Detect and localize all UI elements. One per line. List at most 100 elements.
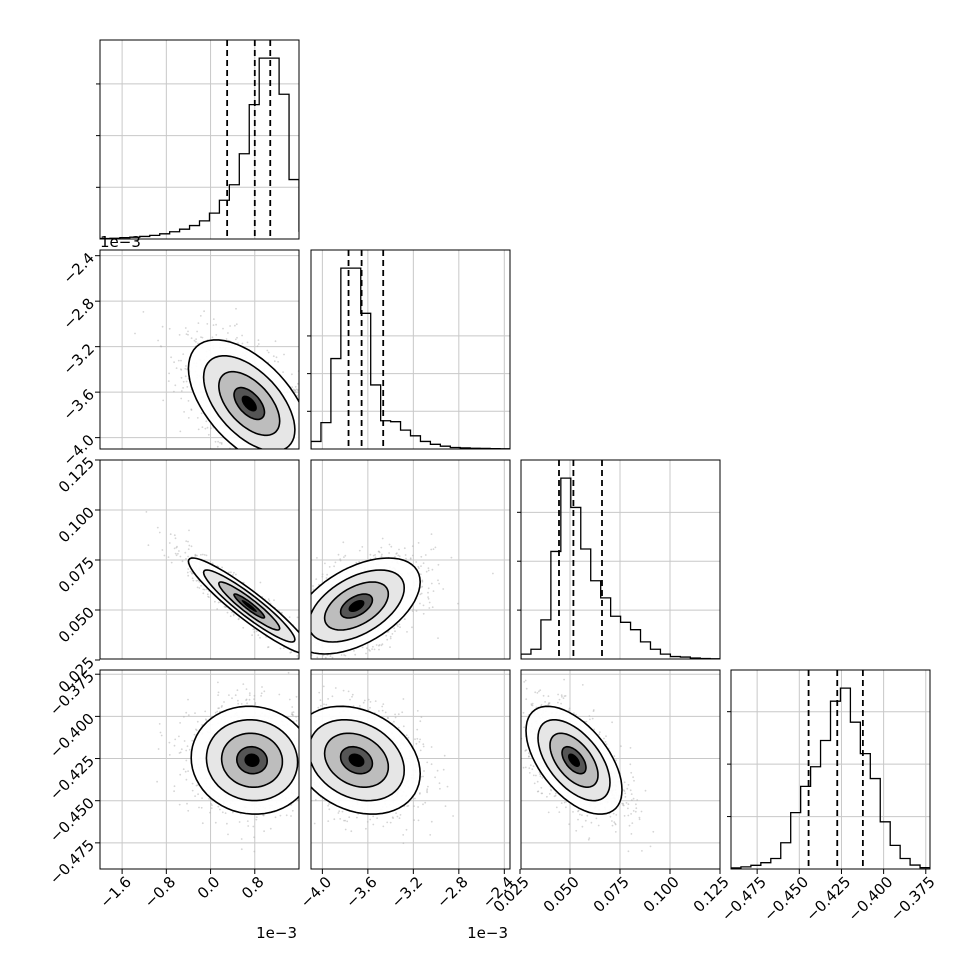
sample-point xyxy=(427,591,429,594)
sample-point xyxy=(190,408,193,411)
sample-point xyxy=(230,451,232,453)
sample-point xyxy=(321,573,324,576)
sample-point xyxy=(185,711,188,714)
sample-point xyxy=(177,359,180,362)
sample-point xyxy=(257,339,260,342)
sample-point xyxy=(313,662,315,664)
sample-point xyxy=(167,380,170,382)
sample-point xyxy=(430,582,433,585)
hist-panel-0 xyxy=(100,40,299,239)
sample-point xyxy=(294,665,296,667)
sample-point xyxy=(344,554,347,557)
sample-point xyxy=(300,648,302,650)
sample-point xyxy=(430,533,433,535)
sample-point xyxy=(381,537,384,540)
sample-point xyxy=(185,778,188,781)
sample-point xyxy=(419,593,422,596)
sample-point xyxy=(386,638,389,641)
sample-point xyxy=(333,677,335,679)
sample-point xyxy=(227,332,229,334)
sample-point xyxy=(173,744,176,747)
sample-point xyxy=(390,545,393,548)
sample-point xyxy=(255,816,258,818)
sample-point xyxy=(241,342,244,345)
sample-point xyxy=(362,664,364,666)
sample-point xyxy=(393,627,395,630)
hist-frame-0 xyxy=(99,39,300,240)
sample-point xyxy=(306,642,308,644)
sample-point xyxy=(334,672,336,674)
sample-point xyxy=(406,631,408,633)
sample-point xyxy=(371,648,373,650)
sample-point xyxy=(266,349,269,352)
sample-point xyxy=(156,526,159,529)
sample-point xyxy=(302,628,304,630)
sample-point xyxy=(303,617,305,619)
sample-point xyxy=(305,645,307,647)
sample-point xyxy=(214,440,217,443)
sample-point xyxy=(342,660,344,662)
sample-point xyxy=(316,656,319,659)
sample-point xyxy=(251,634,254,637)
sample-point xyxy=(300,649,302,651)
sample-point xyxy=(161,325,164,328)
sample-point xyxy=(335,671,337,673)
sample-point xyxy=(247,825,250,827)
sample-point xyxy=(174,738,177,741)
sample-point xyxy=(196,720,199,723)
sample-point xyxy=(183,411,186,413)
sample-point xyxy=(304,447,306,449)
sample-point xyxy=(185,540,188,542)
sample-point xyxy=(388,543,391,546)
sample-point xyxy=(417,565,420,568)
sample-point xyxy=(373,648,376,651)
sample-point xyxy=(308,616,310,618)
sample-point xyxy=(232,463,234,465)
sample-point xyxy=(206,593,209,596)
sample-point xyxy=(294,389,297,392)
sample-point xyxy=(302,662,304,664)
sample-point xyxy=(378,644,380,647)
sample-point xyxy=(264,461,266,463)
sample-point xyxy=(320,453,322,455)
sample-point xyxy=(201,822,204,825)
sample-point xyxy=(305,646,307,648)
sample-point xyxy=(303,445,305,447)
sample-point xyxy=(178,550,180,552)
sample-point xyxy=(331,503,333,505)
sample-point xyxy=(321,665,323,667)
sample-point xyxy=(206,426,209,429)
sample-point xyxy=(411,545,414,548)
sample-point xyxy=(288,616,291,618)
sample-point xyxy=(398,555,401,558)
sample-point xyxy=(283,464,285,466)
sample-point xyxy=(305,606,307,608)
sample-point xyxy=(195,341,197,343)
sample-point xyxy=(230,571,232,574)
sample-point xyxy=(307,618,309,620)
sample-point xyxy=(396,624,398,626)
sample-point xyxy=(210,807,213,809)
hist-frame-1 xyxy=(310,249,511,450)
sample-point xyxy=(320,656,322,658)
sample-point xyxy=(217,707,220,710)
sample-point xyxy=(256,345,259,348)
sample-point xyxy=(307,643,309,645)
sample-point xyxy=(255,630,258,633)
sample-point xyxy=(274,450,276,452)
sample-point xyxy=(420,555,423,558)
sample-point xyxy=(309,653,311,655)
sample-point xyxy=(314,466,316,468)
sample-point xyxy=(304,584,306,586)
sample-point xyxy=(355,561,358,564)
sample-point xyxy=(269,462,271,464)
sample-point xyxy=(284,453,286,455)
sample-point xyxy=(300,649,302,651)
sample-point xyxy=(187,698,189,701)
sample-point xyxy=(180,368,182,371)
sample-point xyxy=(217,440,220,443)
sample-point xyxy=(214,600,216,603)
sample-point xyxy=(281,452,283,454)
sample-point xyxy=(292,711,295,713)
sample-point xyxy=(313,455,315,457)
